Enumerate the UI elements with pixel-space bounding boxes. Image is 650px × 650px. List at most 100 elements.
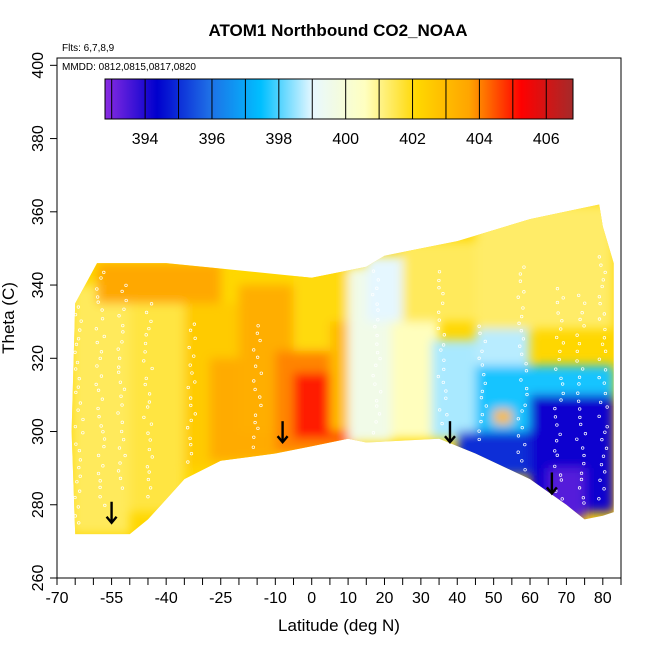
sample-point: [255, 331, 260, 335]
sample-point: [437, 310, 441, 314]
sample-point: [598, 478, 602, 482]
sample-point: [117, 365, 121, 369]
sample-point: [375, 399, 379, 403]
sample-point: [101, 430, 105, 434]
sample-point: [600, 342, 605, 346]
sample-point: [525, 392, 529, 397]
co2-region: [402, 241, 476, 322]
sample-point: [192, 322, 197, 326]
sample-point: [148, 486, 153, 490]
y-tick-label: 300: [30, 418, 47, 445]
sample-point: [147, 447, 152, 452]
sample-point: [258, 338, 262, 343]
sample-point: [99, 374, 104, 378]
sample-point: [553, 464, 557, 469]
sample-point: [603, 368, 608, 372]
sample-point: [371, 292, 375, 297]
sample-point: [561, 296, 565, 300]
sample-point: [602, 312, 606, 316]
sample-point: [599, 462, 604, 467]
sample-point: [520, 459, 524, 463]
sample-point: [556, 311, 560, 315]
sample-point: [117, 356, 122, 360]
sample-point: [116, 411, 120, 415]
sample-point: [371, 431, 376, 435]
sample-point: [73, 296, 77, 300]
sample-point: [440, 421, 444, 426]
sample-point: [518, 344, 522, 348]
sample-point: [603, 391, 608, 396]
x-axis-label: Latitude (deg N): [278, 616, 400, 635]
sample-point: [373, 325, 377, 329]
x-tick-label: 50: [485, 590, 503, 607]
sample-point: [96, 453, 101, 458]
sample-point: [523, 442, 527, 447]
sample-point: [520, 352, 524, 356]
sample-point: [150, 366, 154, 371]
sample-point: [524, 362, 528, 366]
y-tick-label: 320: [30, 345, 47, 372]
sample-point: [516, 417, 521, 421]
sample-point: [523, 403, 527, 407]
sample-point: [560, 497, 564, 501]
sample-point: [142, 359, 146, 363]
sample-point: [602, 336, 607, 340]
sample-point: [76, 337, 81, 341]
sample-point: [258, 395, 262, 399]
y-tick-label: 380: [30, 125, 47, 152]
sample-point: [479, 396, 484, 400]
sample-point: [76, 408, 80, 412]
sample-point: [555, 300, 560, 305]
x-tick-label: -25: [209, 590, 232, 607]
sample-point: [255, 355, 260, 359]
sample-point: [120, 340, 124, 344]
y-tick-label: 360: [30, 198, 47, 225]
sample-point: [193, 380, 197, 384]
sample-point: [560, 319, 564, 323]
sample-point: [519, 378, 523, 382]
sample-point: [597, 295, 601, 299]
sample-point: [98, 356, 102, 361]
sample-point: [256, 324, 260, 328]
colorbar-tick-label: 404: [466, 131, 493, 148]
x-tick-label: 0: [307, 590, 316, 607]
sample-point: [441, 343, 446, 347]
colorbar-tick-label: 402: [399, 131, 426, 148]
sample-point: [477, 437, 481, 442]
sample-point: [597, 357, 601, 361]
sample-point: [99, 350, 104, 354]
sample-point: [117, 370, 121, 374]
sample-point: [74, 390, 78, 395]
sample-point: [98, 485, 102, 490]
sample-point: [251, 445, 256, 449]
sample-point: [75, 480, 79, 484]
sample-point: [479, 419, 483, 424]
sample-point: [480, 349, 484, 353]
sample-point: [74, 367, 78, 371]
sample-point: [98, 479, 102, 483]
arrow-marker: [545, 472, 558, 496]
sample-point: [95, 340, 99, 345]
sample-point: [579, 422, 583, 427]
sample-point: [186, 460, 190, 464]
sample-point: [123, 453, 127, 458]
sample-point: [100, 317, 105, 321]
sample-point: [444, 389, 448, 393]
sample-point: [76, 505, 80, 509]
sample-point: [78, 458, 83, 462]
sample-point: [555, 335, 559, 340]
sample-point: [144, 376, 148, 380]
sample-point: [120, 289, 124, 294]
sample-point: [557, 357, 561, 362]
sample-point: [147, 392, 152, 396]
sample-point: [583, 301, 587, 305]
sample-point: [101, 464, 105, 468]
sample-point: [189, 443, 193, 447]
sample-point: [78, 328, 82, 332]
sample-point: [116, 347, 120, 351]
sample-point: [187, 345, 191, 350]
sample-point: [186, 385, 190, 390]
sample-point: [438, 408, 442, 412]
sample-point: [559, 376, 563, 381]
co2-region: [129, 277, 185, 513]
